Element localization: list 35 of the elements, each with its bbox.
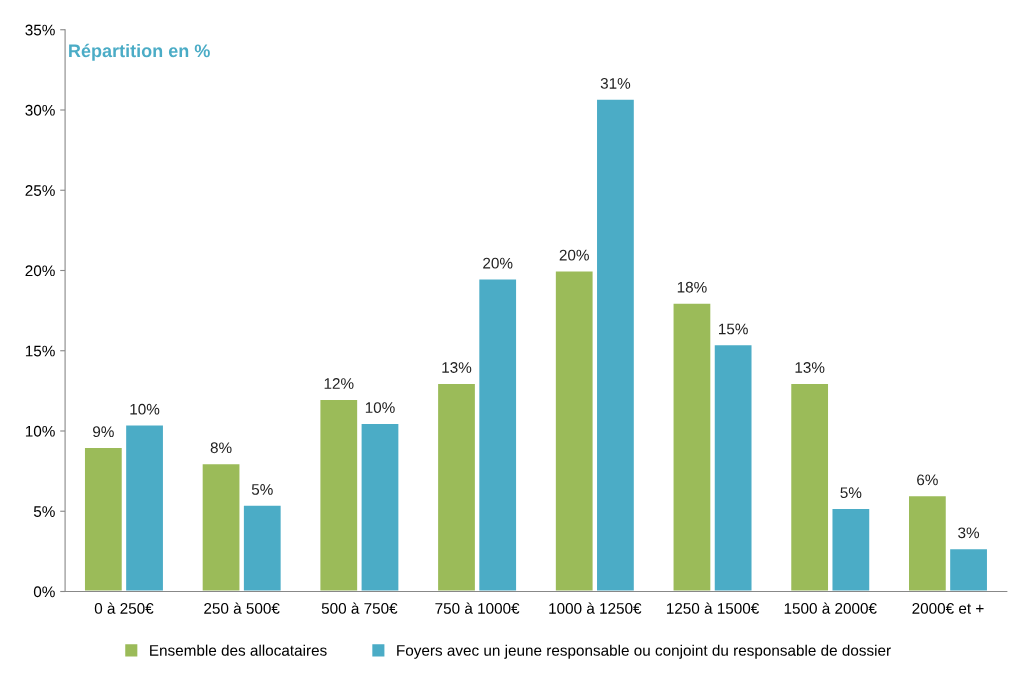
x-tick-label: 750 à 1000€: [435, 602, 520, 614]
data-label: 5%: [251, 484, 273, 495]
x-tick-label: 2000€ et +: [912, 603, 984, 614]
data-label: 31%: [600, 77, 631, 89]
x-tick-label: 250 à 500€: [204, 602, 280, 614]
y-tick-label: 5%: [33, 506, 55, 517]
x-tick-label: 1000 à 1250€: [549, 602, 642, 614]
data-label: 10%: [365, 402, 395, 414]
text: Répartition en %: [69, 43, 210, 61]
x-tick-label: 1500 à 2000€: [784, 602, 877, 614]
y-tick-label: 10%: [25, 425, 55, 437]
y-tick-label: 15%: [25, 345, 55, 357]
y-tick-label: 35%: [25, 24, 55, 36]
data-label: 15%: [719, 323, 748, 335]
x-tick-label: 0 à 250€: [94, 602, 154, 614]
data-label: 20%: [483, 257, 513, 269]
data-label: 5%: [840, 487, 862, 499]
data-label: 12%: [324, 378, 354, 389]
x-tick-label: 1250 à 1500€: [666, 602, 760, 614]
data-label: 18%: [677, 281, 707, 293]
data-label: 9%: [93, 426, 114, 438]
y-tick-label: 30%: [25, 104, 55, 116]
legend-label: Foyers avec un jeune responsable ou conjoint du responsable de dossier: [397, 644, 891, 659]
data-label: 20%: [559, 249, 589, 261]
data-label: 13%: [795, 362, 825, 373]
data-label: 3%: [958, 527, 980, 539]
data-label: 6%: [917, 474, 938, 486]
data-label: 8%: [210, 442, 232, 454]
data-label: 13%: [442, 362, 472, 373]
data-label: 10%: [130, 403, 160, 415]
legend-label: Ensemble des allocataires: [150, 644, 327, 656]
y-tick-label: 20%: [25, 265, 55, 277]
x-tick-label: 500 à 750€: [321, 602, 398, 614]
y-tick-label: 0%: [33, 586, 55, 598]
y-tick-label: 25%: [25, 185, 55, 196]
